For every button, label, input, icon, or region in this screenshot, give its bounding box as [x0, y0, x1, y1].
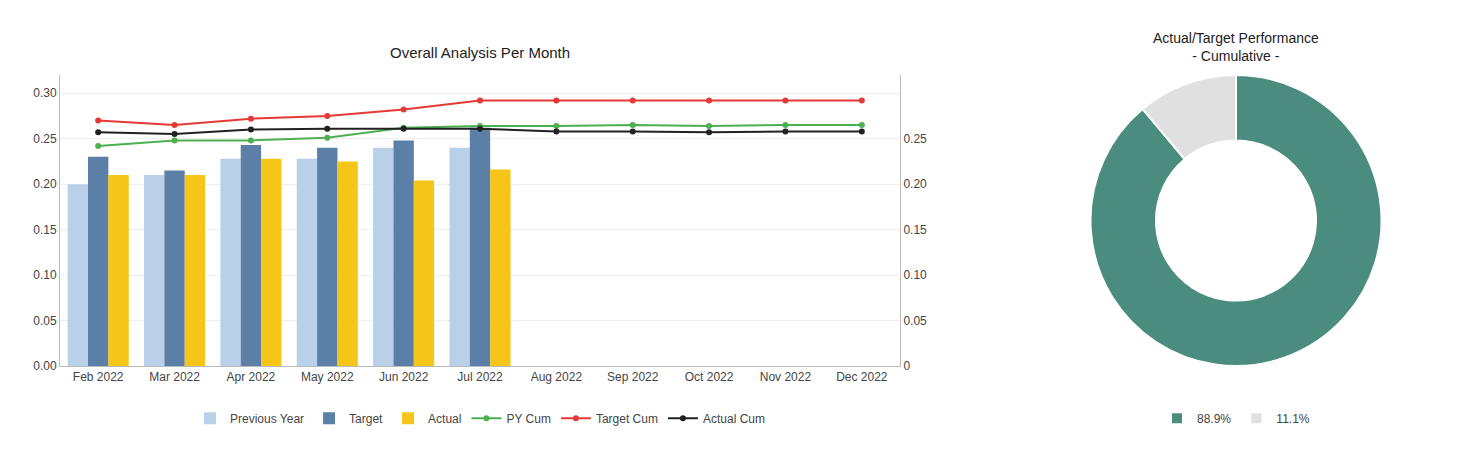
svg-text:Jun 2022: Jun 2022: [379, 370, 429, 384]
svg-text:0.20: 0.20: [33, 177, 57, 191]
svg-text:Target Cum: Target Cum: [596, 412, 658, 426]
svg-text:May 2022: May 2022: [301, 370, 354, 384]
svg-text:PY Cum: PY Cum: [506, 412, 550, 426]
svg-text:Actual/Target Performance- Cum: Actual/Target Performance- Cumulative -: [1153, 30, 1319, 64]
svg-text:88.9%: 88.9%: [1197, 412, 1231, 426]
svg-text:0.10: 0.10: [903, 268, 927, 282]
svg-text:0: 0: [903, 359, 910, 373]
svg-text:11.1%: 11.1%: [1276, 412, 1309, 426]
svg-text:0.20: 0.20: [903, 177, 927, 191]
svg-text:Overall Analysis Per Month: Overall Analysis Per Month: [390, 44, 570, 61]
svg-text:0.05: 0.05: [903, 314, 927, 328]
svg-text:Nov 2022: Nov 2022: [760, 370, 812, 384]
svg-text:0.10: 0.10: [33, 268, 57, 282]
svg-text:Apr 2022: Apr 2022: [227, 370, 276, 384]
svg-text:Aug 2022: Aug 2022: [531, 370, 583, 384]
svg-text:Oct 2022: Oct 2022: [685, 370, 734, 384]
svg-text:Previous Year: Previous Year: [230, 412, 304, 426]
svg-text:0.30: 0.30: [33, 86, 57, 100]
svg-text:0.25: 0.25: [33, 132, 57, 146]
svg-text:0.15: 0.15: [33, 223, 57, 237]
svg-text:0.25: 0.25: [903, 132, 927, 146]
svg-text:0.15: 0.15: [903, 223, 927, 237]
svg-text:0.05: 0.05: [33, 314, 57, 328]
svg-text:Jul 2022: Jul 2022: [457, 370, 503, 384]
svg-text:Mar 2022: Mar 2022: [149, 370, 200, 384]
svg-text:Sep 2022: Sep 2022: [607, 370, 659, 384]
svg-text:0.00: 0.00: [33, 359, 57, 373]
svg-text:Actual: Actual: [428, 412, 461, 426]
svg-text:Feb 2022: Feb 2022: [73, 370, 124, 384]
svg-text:Target: Target: [349, 412, 383, 426]
svg-text:Actual Cum: Actual Cum: [703, 412, 765, 426]
svg-text:Dec 2022: Dec 2022: [836, 370, 888, 384]
